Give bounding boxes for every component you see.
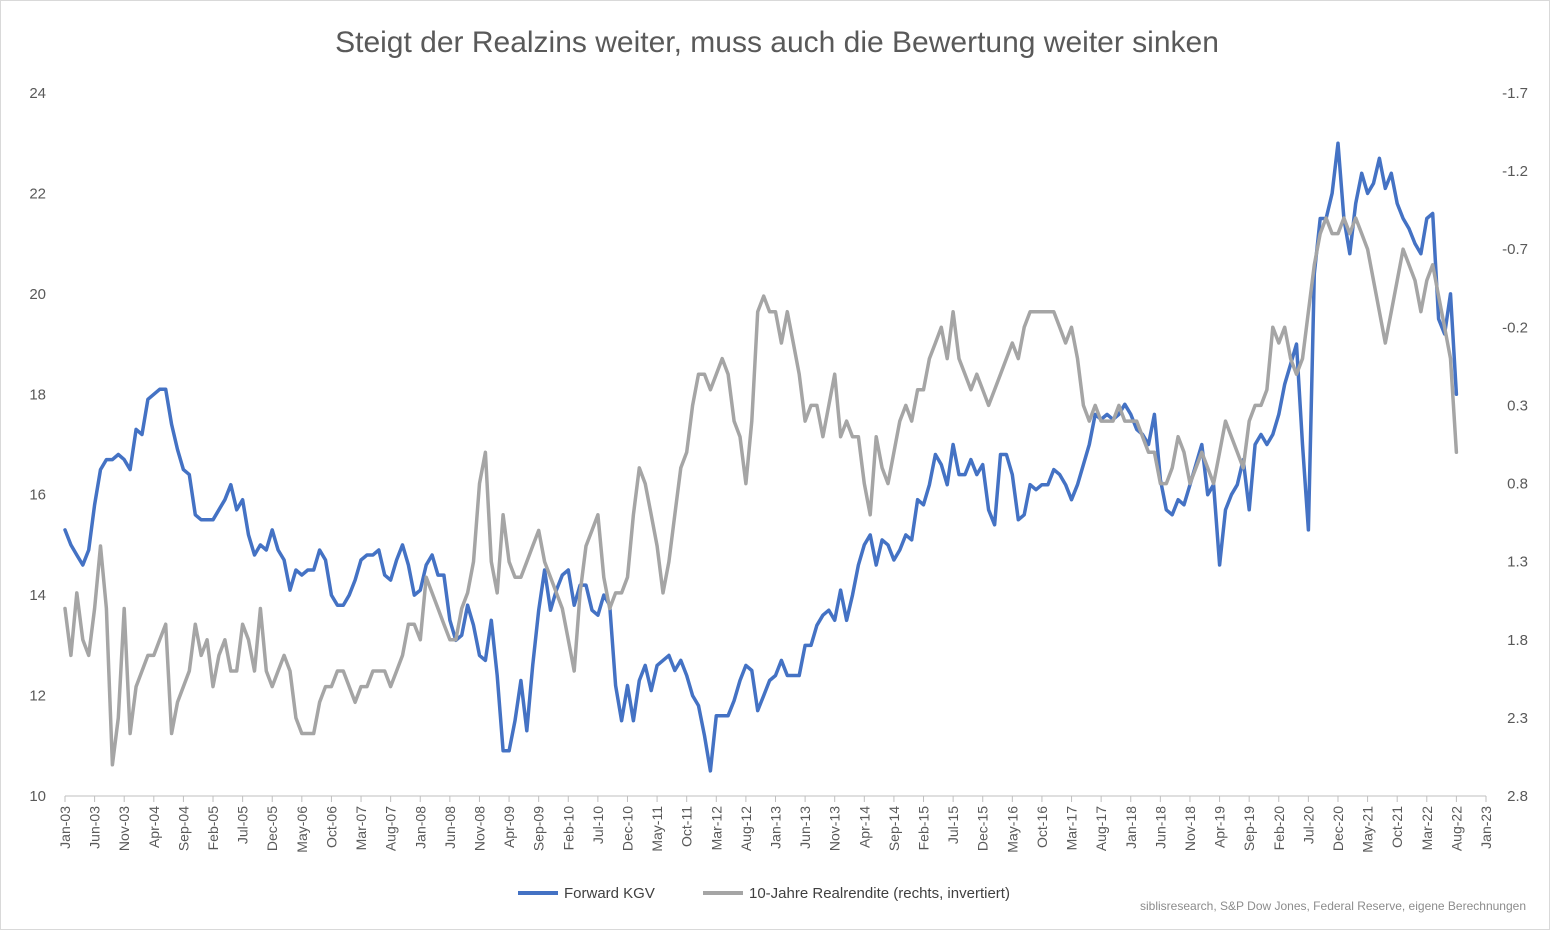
x-tick-label: Mar-17 [1064, 806, 1080, 851]
x-tick-label: Jul-10 [590, 806, 606, 844]
x-tick-label: Apr-14 [856, 806, 872, 848]
x-tick-label: Oct-21 [1389, 806, 1405, 848]
series-line-2 [63, 216, 1459, 767]
x-tick-label: Feb-05 [205, 806, 221, 851]
x-tick-label: Jan-03 [57, 806, 73, 849]
x-tick-label: Feb-20 [1271, 806, 1287, 851]
y-left-tick-label: 20 [29, 286, 46, 303]
y-left-tick-label: 14 [29, 587, 46, 604]
x-tick-label: Apr-04 [146, 806, 162, 848]
x-tick-label: May-16 [1004, 806, 1020, 853]
x-tick-label: May-21 [1360, 806, 1376, 853]
x-tick-label: Sep-09 [531, 806, 547, 851]
y-right-tick-label: 0.3 [1507, 397, 1528, 414]
x-tick-label: Apr-09 [501, 806, 517, 848]
x-tick-label: Jun-03 [87, 806, 103, 849]
x-tick-label: Feb-15 [916, 806, 932, 851]
source-note: siblisresearch, S&P Dow Jones, Federal R… [1140, 899, 1526, 913]
x-tick-label: Dec-10 [619, 806, 635, 851]
x-tick-label: Nov-18 [1182, 806, 1198, 851]
x-tick-label: Dec-20 [1330, 806, 1346, 851]
x-tick-label: Nov-08 [471, 806, 487, 851]
y-right-tick-label: 1.3 [1507, 554, 1528, 571]
x-tick-label: May-06 [294, 806, 310, 853]
x-tick-label: Mar-12 [708, 806, 724, 851]
x-tick-label: Aug-17 [1093, 806, 1109, 851]
x-tick-label: Sep-14 [886, 806, 902, 851]
x-tick-label: Nov-03 [116, 806, 132, 851]
y-left-tick-label: 10 [29, 788, 46, 805]
legend-label-2: 10-Jahre Realrendite (rechts, invertiert… [749, 885, 1010, 902]
x-tick-label: Nov-13 [827, 806, 843, 851]
y-left-tick-label: 24 [29, 85, 46, 102]
y-right-tick-label: -0.2 [1502, 319, 1528, 336]
x-tick-label: Jun-13 [797, 806, 813, 849]
chart-title: Steigt der Realzins weiter, muss auch di… [335, 26, 1219, 59]
x-tick-label: Aug-22 [1448, 806, 1464, 851]
x-tick-label: Feb-10 [560, 806, 576, 851]
series-line-1 [63, 141, 1459, 773]
x-tick-label: Mar-07 [353, 806, 369, 851]
x-tick-label: Oct-06 [323, 806, 339, 848]
y-right-tick-label: -0.7 [1502, 241, 1528, 258]
y-left-tick-label: 22 [29, 185, 46, 202]
x-tick-label: Oct-11 [679, 806, 695, 847]
y-left-tick-label: 16 [29, 487, 46, 504]
x-tick-label: Apr-19 [1212, 806, 1228, 848]
x-tick-label: Sep-19 [1241, 806, 1257, 851]
x-tick-label: Jun-08 [442, 806, 458, 849]
y-right-tick-label: 0.8 [1507, 476, 1528, 493]
x-tick-label: Sep-04 [175, 806, 191, 851]
x-tick-label: Jul-20 [1300, 806, 1316, 844]
y-right-tick-label: 2.3 [1507, 710, 1528, 727]
x-tick-label: Jan-18 [1123, 806, 1139, 849]
legend-label-1: Forward KGV [564, 885, 655, 902]
x-tick-label: Jan-23 [1478, 806, 1494, 849]
y-left-tick-label: 12 [29, 688, 46, 705]
y-right-tick-label: -1.2 [1502, 163, 1528, 180]
x-tick-label: Aug-12 [738, 806, 754, 851]
y-right-tick-label: 2.8 [1507, 788, 1528, 805]
x-tick-label: Dec-05 [264, 806, 280, 851]
y-right-tick-label: -1.7 [1502, 85, 1528, 102]
y-left-tick-label: 18 [29, 386, 46, 403]
x-tick-label: May-11 [649, 806, 665, 852]
x-tick-label: Dec-15 [975, 806, 991, 851]
x-tick-label: Jul-15 [945, 806, 961, 844]
x-tick-label: Aug-07 [383, 806, 399, 851]
x-tick-label: Oct-16 [1034, 806, 1050, 848]
y-right-tick-label: 1.8 [1507, 632, 1528, 649]
x-tick-label: Jan-13 [768, 806, 784, 849]
x-tick-label: Jun-18 [1152, 806, 1168, 849]
x-tick-label: Mar-22 [1419, 806, 1435, 851]
x-tick-label: Jul-05 [235, 806, 251, 844]
x-tick-label: Jan-08 [412, 806, 428, 849]
